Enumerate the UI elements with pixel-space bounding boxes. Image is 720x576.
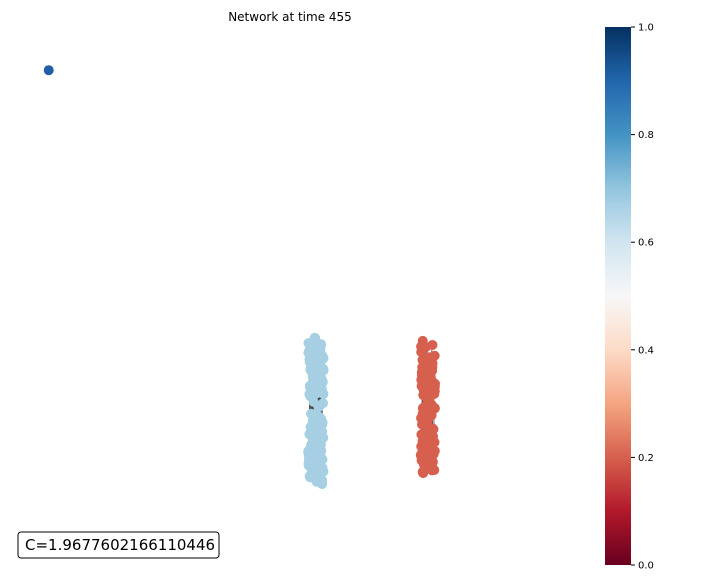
network-node: [313, 427, 324, 438]
network-node: [418, 384, 429, 395]
network-node: [306, 439, 317, 450]
network-node: [316, 418, 327, 429]
colorbar-tick-label: 0.2: [638, 453, 654, 464]
network-node: [308, 339, 319, 350]
network-node: [427, 456, 438, 467]
colorbar-gradient: [605, 27, 631, 565]
network-node: [306, 466, 317, 477]
annotation-text: C=1.9677602166110446: [25, 536, 215, 554]
network-node: [416, 341, 427, 352]
network-nodes: [43, 65, 441, 490]
network-node: [315, 439, 326, 450]
network-node: [424, 367, 435, 378]
network-node: [429, 381, 440, 392]
network-node: [315, 345, 326, 356]
network-node: [311, 408, 322, 419]
network-node: [427, 358, 438, 369]
colorbar-tick-label: 0.4: [638, 345, 654, 356]
network-node: [417, 417, 428, 428]
network-node: [318, 466, 329, 477]
network-node: [416, 374, 427, 385]
annotation-frame: [17, 531, 220, 559]
network-node: [317, 365, 328, 376]
network-node: [416, 455, 427, 466]
network-node: [425, 441, 436, 452]
network-node: [429, 350, 440, 361]
network-node: [417, 466, 428, 477]
network-node: [427, 339, 438, 350]
colorbar-ticks: 0.0 0.2 0.4 0.6 0.8 1.0: [631, 23, 654, 572]
network-node: [308, 384, 319, 395]
network-node: [419, 407, 430, 418]
colorbar-tick-label: 0.6: [638, 238, 654, 249]
network-node: [303, 450, 314, 461]
network-node: [429, 465, 440, 476]
network-node: [318, 398, 329, 409]
network-node: [43, 65, 54, 76]
colorbar-tick-label: 1.0: [638, 23, 654, 34]
chart-title: Network at time 455: [228, 10, 352, 24]
network-node: [316, 452, 327, 463]
network-node: [424, 375, 435, 386]
network-node: [312, 375, 323, 386]
network-node: [317, 479, 328, 490]
colorbar-tick-label: 0.0: [638, 561, 654, 572]
colorbar-tick-label: 0.8: [638, 130, 654, 141]
colorbar: 0.0 0.2 0.4 0.6 0.8 1.0: [605, 23, 654, 572]
annotation-box: C=1.9677602166110446: [17, 531, 220, 559]
